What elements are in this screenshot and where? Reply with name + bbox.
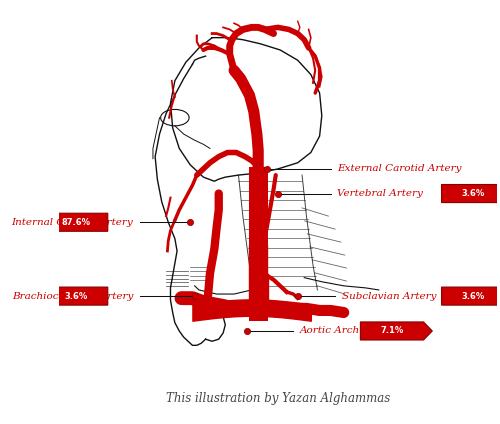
Text: 3.6%: 3.6% bbox=[462, 189, 484, 198]
FancyBboxPatch shape bbox=[248, 167, 268, 321]
Text: External Carotid Artery: External Carotid Artery bbox=[337, 165, 462, 173]
Polygon shape bbox=[442, 287, 500, 305]
Text: 87.6%: 87.6% bbox=[62, 218, 90, 227]
Text: Subclavian Artery: Subclavian Artery bbox=[342, 292, 436, 301]
Text: This illustration by Yazan Alghammas: This illustration by Yazan Alghammas bbox=[166, 392, 390, 404]
Text: Internal Carotid Artery: Internal Carotid Artery bbox=[12, 218, 133, 227]
Text: 3.6%: 3.6% bbox=[462, 292, 484, 301]
Text: Vertebral Artery: Vertebral Artery bbox=[337, 189, 423, 198]
Text: Aortic Arch: Aortic Arch bbox=[300, 326, 360, 335]
Text: Brachiocephalic Artery: Brachiocephalic Artery bbox=[12, 292, 133, 301]
Polygon shape bbox=[36, 287, 108, 305]
Text: 7.1%: 7.1% bbox=[380, 326, 404, 335]
Polygon shape bbox=[360, 322, 432, 340]
Polygon shape bbox=[442, 184, 500, 203]
Polygon shape bbox=[36, 213, 108, 231]
Text: 3.6%: 3.6% bbox=[64, 292, 88, 301]
